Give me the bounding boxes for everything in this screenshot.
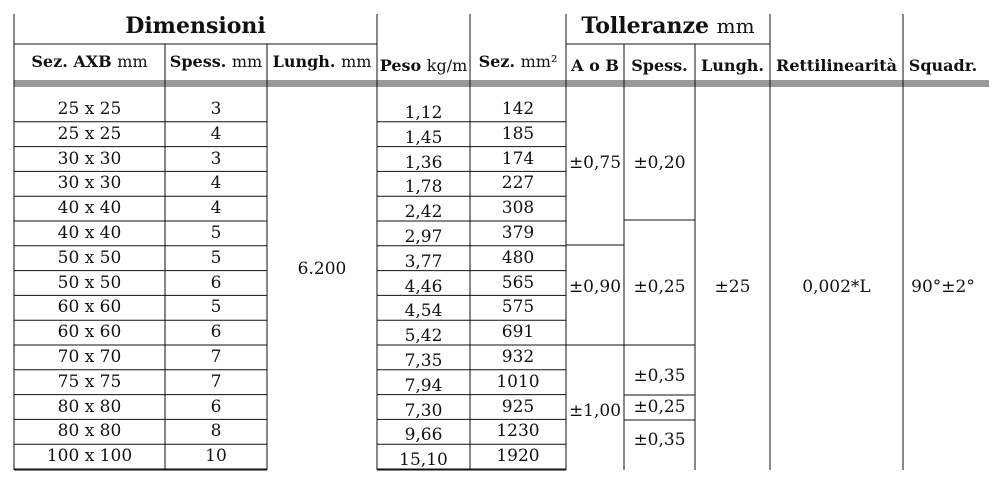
rettilinearita-value: 0,002*L — [802, 277, 871, 297]
cell-sez: 30 x 30 — [57, 148, 122, 169]
tol-aob-2: ±0,90 — [568, 277, 622, 297]
col-header-sez-axb: Sez. AXB mm — [31, 52, 148, 71]
tol-lungh-value: ±25 — [714, 277, 751, 297]
header-rule — [14, 80, 989, 87]
cell-spess: 3 — [210, 148, 222, 169]
cell-area: 1920 — [496, 446, 540, 467]
cell-spess: 5 — [210, 297, 222, 318]
tol-spess-5: ±0,35 — [633, 430, 686, 450]
cell-spess: 6 — [210, 322, 222, 343]
cell-area: 227 — [501, 173, 535, 194]
cell-peso: 4,54 — [404, 301, 443, 322]
col-header-squadr: Squadr. — [908, 56, 978, 75]
cell-peso: 7,30 — [404, 400, 443, 421]
cell-area: 308 — [501, 198, 535, 219]
cell-spess: 10 — [205, 446, 227, 467]
cell-peso: 9,66 — [404, 425, 443, 446]
cell-sez: 25 x 25 — [57, 99, 122, 119]
group-header-dimensioni: Dimensioni — [125, 13, 266, 39]
col-header-rettilinearita: Rettilinearità — [776, 56, 897, 75]
cell-peso: 15,10 — [399, 450, 448, 471]
cell-peso: 2,97 — [404, 227, 443, 247]
tol-spess-3: ±0,35 — [633, 366, 686, 386]
cell-spess: 6 — [210, 396, 222, 417]
tol-spess-1: ±0,20 — [633, 153, 686, 173]
cell-spess: 5 — [210, 223, 222, 243]
cell-sez: 80 x 80 — [57, 421, 122, 442]
cell-area: 575 — [501, 297, 535, 318]
cell-peso: 1,45 — [404, 127, 443, 148]
cell-peso: 5,42 — [404, 326, 443, 347]
cell-sez: 75 x 75 — [57, 371, 122, 392]
cell-sez: 50 x 50 — [57, 272, 122, 293]
cell-spess: 5 — [210, 247, 222, 268]
cell-area: 174 — [501, 148, 535, 169]
col-header-tol-spess: Spess. — [631, 56, 688, 75]
col-header-tol-aob: A o B — [571, 56, 619, 75]
tol-aob-3: ±1,00 — [568, 401, 622, 421]
cell-area: 565 — [501, 272, 535, 293]
cell-spess: 4 — [210, 173, 222, 194]
cell-spess: 4 — [210, 123, 222, 144]
col-header-spess: Spess. mm — [169, 52, 263, 71]
cell-sez: 40 x 40 — [57, 223, 122, 243]
cell-peso: 2,42 — [404, 202, 443, 223]
cell-peso: 7,35 — [404, 351, 443, 371]
cell-peso: 7,94 — [404, 375, 443, 396]
col-header-lungh: Lungh. mm — [272, 52, 372, 71]
tol-spess-2: ±0,25 — [633, 277, 686, 297]
cell-peso: 1,36 — [404, 152, 443, 173]
cell-sez: 30 x 30 — [57, 173, 122, 194]
cell-spess: 3 — [210, 99, 222, 119]
cell-spess: 6 — [210, 272, 222, 293]
cell-sez: 80 x 80 — [57, 396, 122, 417]
group-header-tolleranze: Tolleranze mm — [581, 13, 755, 39]
cell-sez: 60 x 60 — [57, 322, 122, 343]
lungh-value: 6.200 — [297, 259, 347, 279]
cell-area: 185 — [501, 123, 535, 144]
cell-area: 1010 — [496, 371, 540, 392]
cell-area: 932 — [501, 347, 535, 367]
cell-peso: 3,77 — [404, 251, 443, 272]
col-header-sez-mm2: Sez. mm² — [478, 52, 558, 71]
cell-area: 379 — [501, 223, 535, 243]
cell-peso: 1,12 — [404, 103, 443, 123]
cell-area: 142 — [501, 99, 535, 119]
cell-area: 925 — [501, 396, 535, 417]
cell-spess: 7 — [210, 347, 222, 367]
cell-area: 1230 — [496, 421, 540, 442]
cell-peso: 4,46 — [404, 276, 443, 297]
cell-sez: 25 x 25 — [57, 123, 122, 144]
cell-peso: 1,78 — [404, 177, 443, 198]
cell-area: 480 — [501, 247, 535, 268]
cell-sez: 60 x 60 — [57, 297, 122, 318]
tol-aob-1: ±0,75 — [568, 153, 622, 173]
tol-spess-4: ±0,25 — [633, 397, 686, 417]
cell-sez: 40 x 40 — [57, 198, 122, 219]
col-header-tol-lungh: Lungh. — [701, 56, 764, 75]
squadr-value: 90°±2° — [911, 277, 975, 297]
col-header-peso: Peso kg/m — [379, 56, 468, 75]
cell-spess: 4 — [210, 198, 222, 219]
cell-sez: 50 x 50 — [57, 247, 122, 268]
cell-sez: 100 x 100 — [46, 446, 133, 467]
cell-area: 691 — [501, 322, 535, 343]
cell-spess: 8 — [210, 421, 222, 442]
cell-spess: 7 — [210, 371, 222, 392]
cell-sez: 70 x 70 — [57, 347, 122, 367]
